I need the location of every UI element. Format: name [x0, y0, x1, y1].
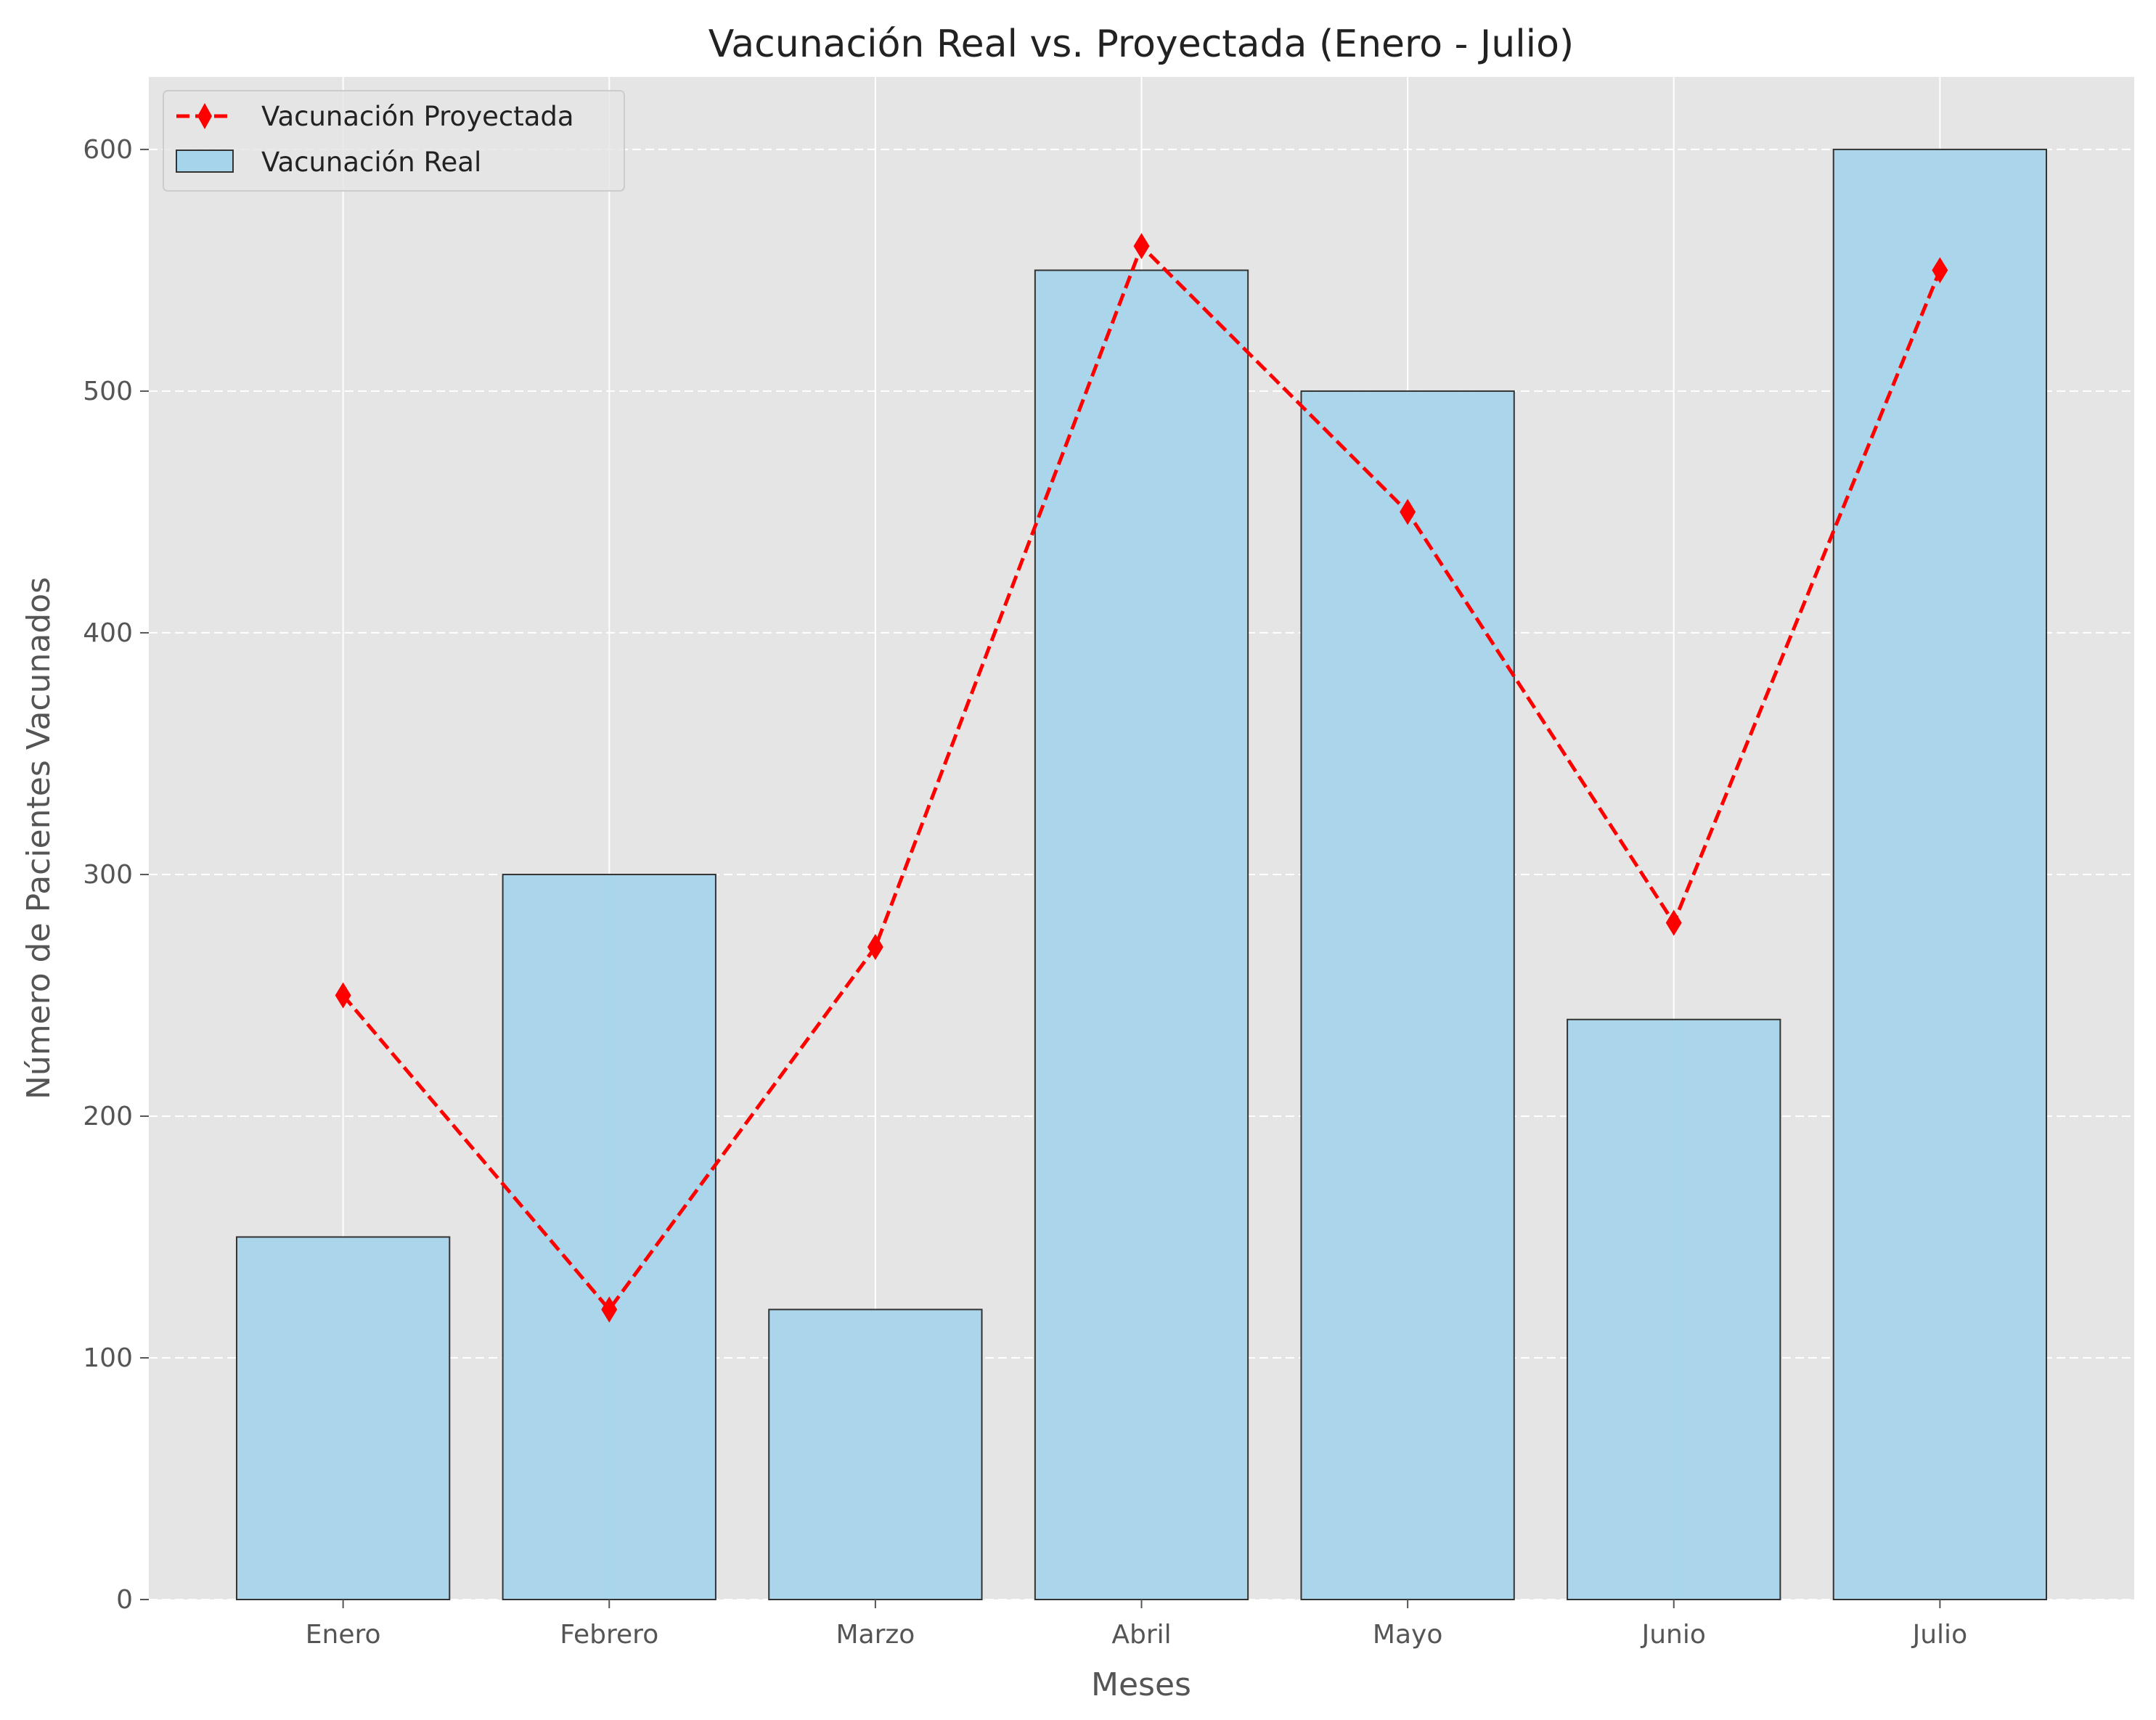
projected-point-mayo [1400, 499, 1416, 525]
x-tick-label-febrero: Febrero [560, 1620, 658, 1650]
bar-marzo [768, 1309, 983, 1601]
x-axis-label: Meses [1091, 1666, 1191, 1703]
y-tick-label-4: 400 [83, 618, 133, 648]
x-tick-label-junio: Junio [1641, 1620, 1706, 1650]
chart-title: Vacunación Real vs. Proyectada (Enero - … [709, 22, 1574, 66]
projected-point-julio [1932, 257, 1948, 284]
projected-point-junio [1665, 909, 1682, 936]
x-tick-label-enero: Enero [306, 1620, 381, 1650]
x-tick-label-mayo: Mayo [1373, 1620, 1442, 1650]
x-tick-label-abril: Abril [1111, 1620, 1171, 1650]
legend-diamond-marker [197, 103, 212, 129]
x-axis-ticks: Enero Febrero Marzo Abril Mayo Junio Julio [306, 1600, 1967, 1650]
legend-label-projected: Vacunación Proyectada [261, 101, 574, 132]
y-tick-label-3: 300 [83, 860, 133, 890]
legend-bar-swatch [176, 150, 234, 173]
y-axis-label: Número de Pacientes Vacunados [20, 577, 57, 1099]
bar-mayo [1300, 390, 1515, 1600]
bar-julio [1832, 148, 2048, 1600]
legend-box [163, 90, 625, 192]
y-axis-ticks: 0 100 200 300 400 500 600 [83, 135, 149, 1615]
bar-series-real [235, 148, 2048, 1601]
projected-point-enero [335, 982, 351, 1009]
x-tick-label-marzo: Marzo [836, 1620, 915, 1650]
y-tick-label-6: 600 [83, 135, 133, 165]
legend: Vacunación Proyectada Vacunación Real [163, 90, 625, 192]
projected-point-abril [1133, 233, 1150, 260]
legend-label-real: Vacunación Real [261, 147, 481, 178]
y-tick-label-0: 0 [116, 1585, 133, 1615]
y-tick-label-1: 100 [83, 1343, 133, 1373]
x-tick-label-julio: Julio [1911, 1620, 1967, 1650]
bar-abril [1034, 269, 1249, 1600]
bar-junio [1567, 1018, 1781, 1601]
bar-enero [235, 1236, 451, 1600]
bar-febrero [502, 873, 716, 1600]
y-tick-label-2: 200 [83, 1102, 133, 1131]
y-tick-label-5: 500 [83, 377, 133, 406]
projected-point-febrero [601, 1296, 618, 1323]
projected-point-marzo [867, 933, 883, 960]
line-series-projected [335, 233, 1948, 1323]
y-gridlines [149, 148, 2134, 1600]
